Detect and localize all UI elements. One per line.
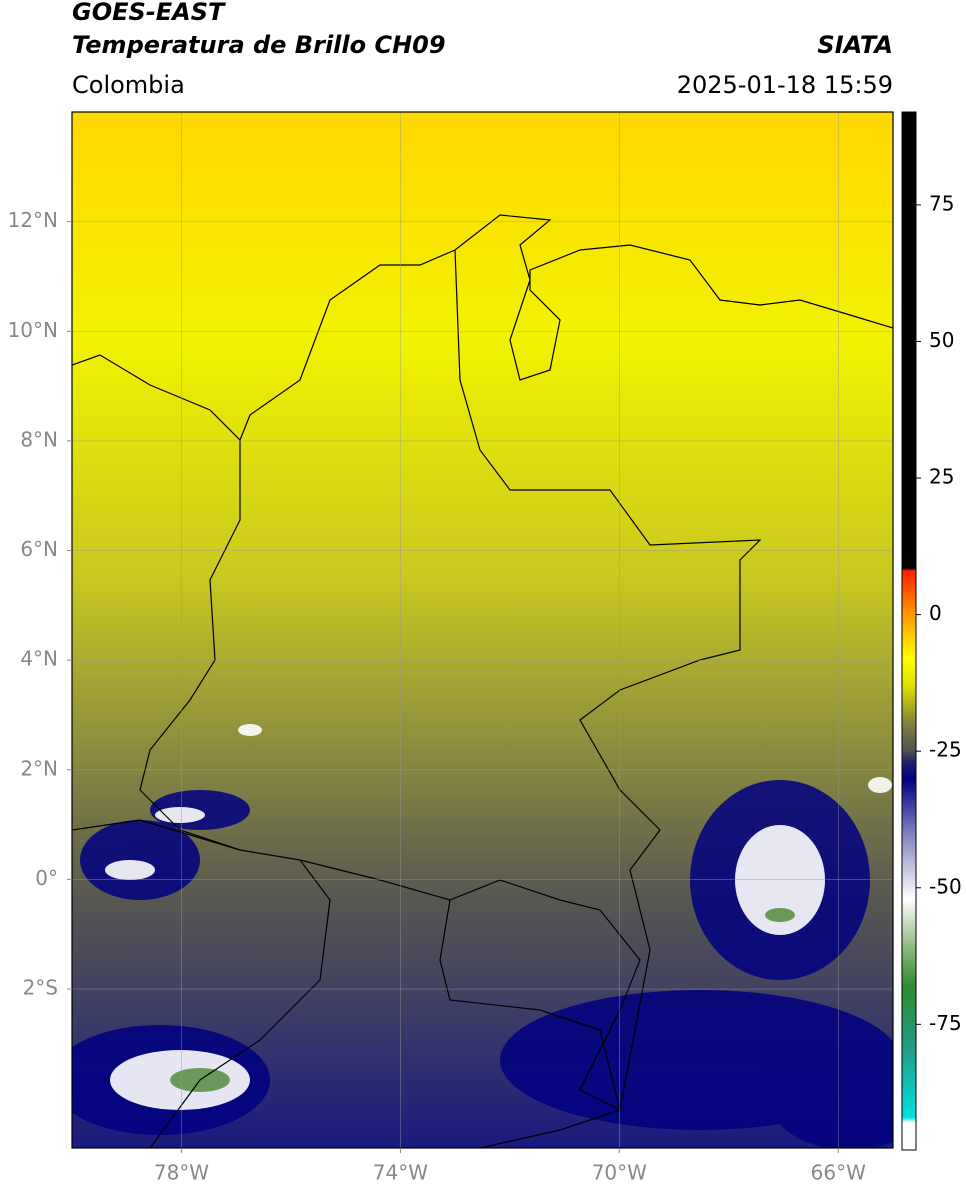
x-tick-label: 78°W — [154, 1161, 209, 1185]
plot-frame — [71, 111, 894, 1149]
y-tick-label: 2°N — [20, 756, 58, 780]
cold-clouds — [72, 780, 893, 1148]
y-tick-label: 6°N — [20, 537, 58, 561]
coastline — [72, 214, 893, 442]
colorbar-tick-label: -25 — [929, 738, 962, 762]
country-border — [72, 819, 621, 1148]
colorbar-tick-label: 75 — [929, 191, 954, 215]
subtitle: Temperatura de Brillo CH09 — [72, 31, 446, 59]
y-tick-label: 4°N — [20, 647, 58, 671]
colorbar-tick-label: -75 — [929, 1011, 962, 1035]
y-tick-label: 0° — [35, 866, 58, 890]
y-tick-label: 2°S — [23, 976, 58, 1000]
country-border — [139, 249, 762, 1111]
datetime: 2025-01-18 15:59 — [677, 71, 893, 99]
imagery — [72, 112, 893, 1148]
x-tick-label: 70°W — [592, 1161, 647, 1185]
x-tick-label: 74°W — [373, 1161, 428, 1185]
y-tick-label: 10°N — [8, 318, 58, 342]
y-tick-label: 8°N — [20, 427, 58, 451]
y-tick-label: 12°N — [8, 208, 58, 232]
region: Colombia — [72, 71, 185, 99]
colorbar-tick-label: 0 — [929, 601, 942, 625]
title: GOES-EAST — [72, 0, 226, 26]
map-area — [72, 112, 893, 1148]
colorbar-tick-label: 50 — [929, 328, 954, 352]
colorbar-tick-label: -50 — [929, 874, 962, 898]
colorbar — [901, 111, 917, 1151]
x-tick-label: 66°W — [811, 1161, 866, 1185]
source: SIATA — [817, 31, 893, 59]
colorbar-tick-label: 25 — [929, 465, 954, 489]
